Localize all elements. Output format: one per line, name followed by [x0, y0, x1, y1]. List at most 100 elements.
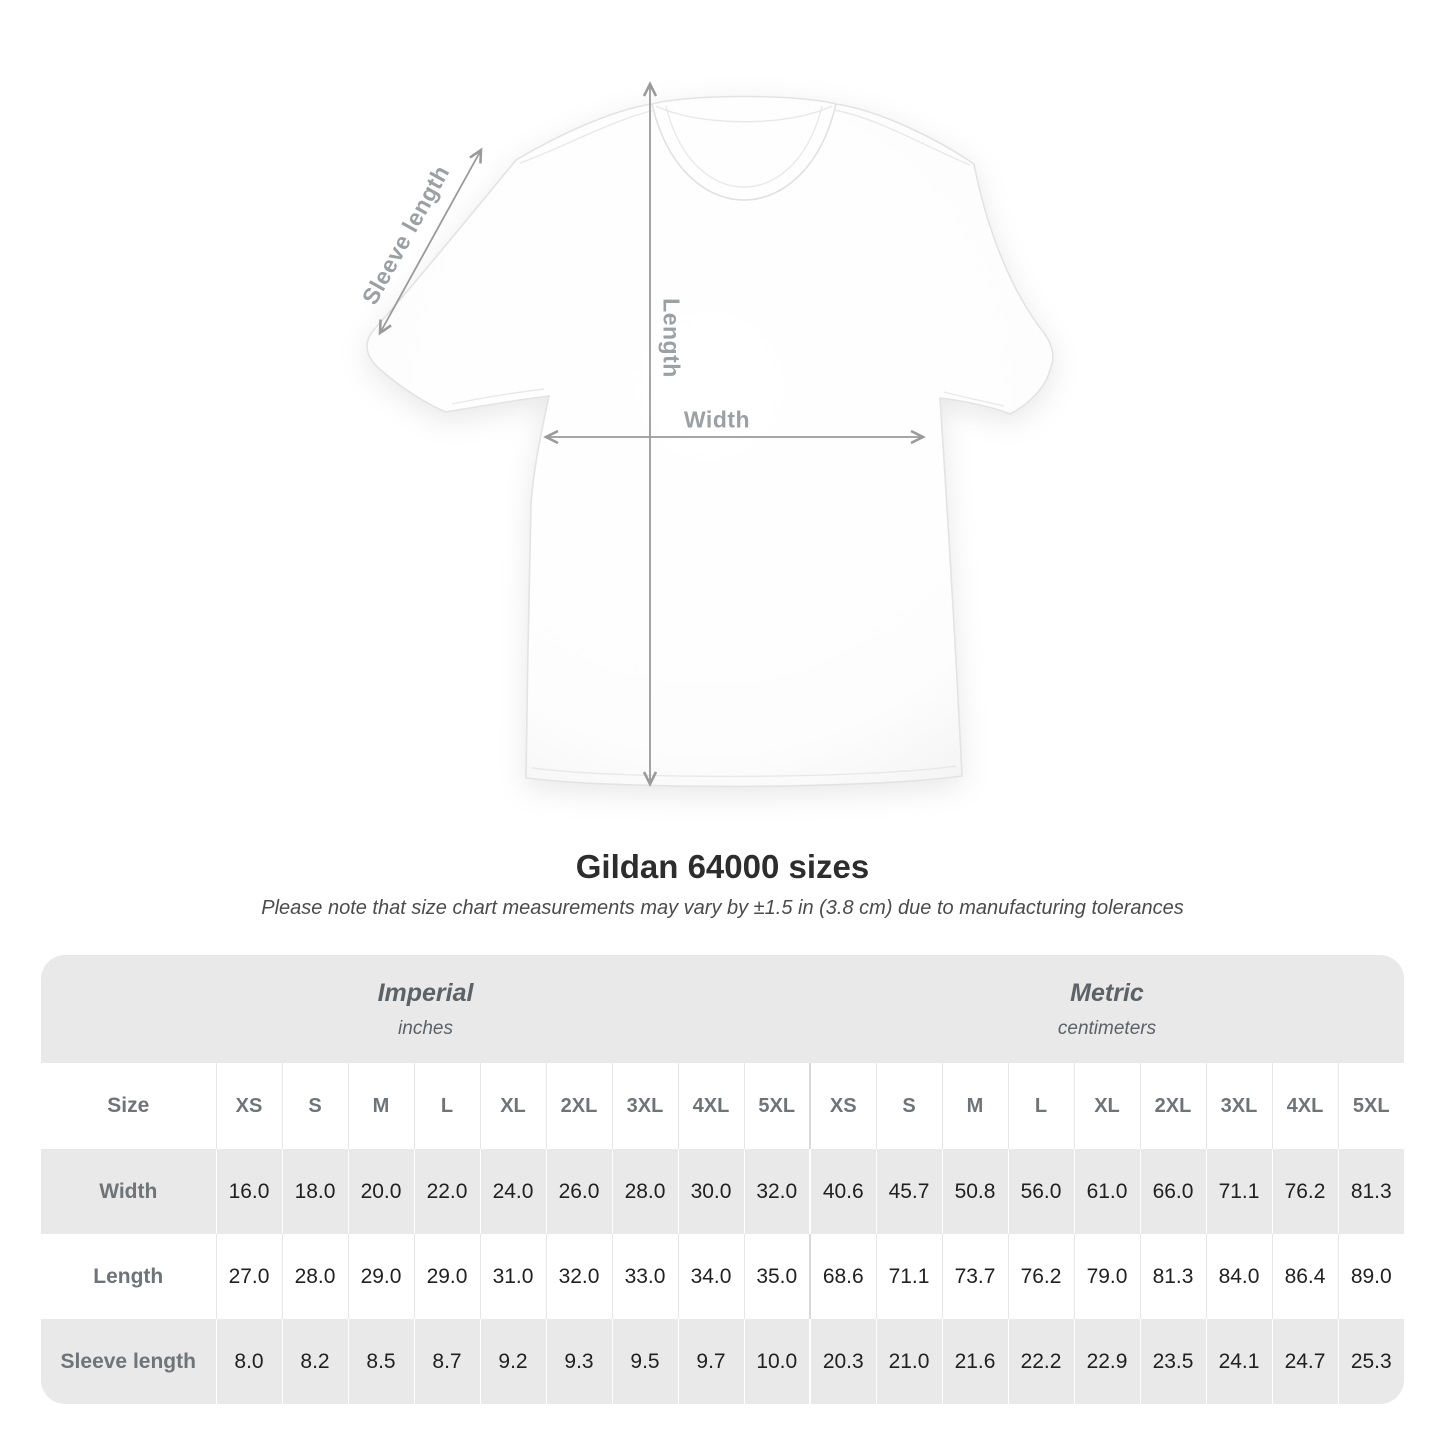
- measurement-value: 71.1: [875, 1234, 942, 1319]
- width-label: Width: [683, 406, 751, 433]
- size-col-header: S: [875, 1063, 942, 1149]
- size-table-container: Imperial inches Metric centimeters Size …: [41, 955, 1404, 1404]
- row-label: Length: [41, 1234, 216, 1319]
- measurement-value: 20.0: [347, 1149, 414, 1234]
- metric-label: Metric: [1070, 978, 1144, 1007]
- measurement-value: 8.2: [281, 1319, 348, 1404]
- collar-outer-seam: [651, 103, 837, 201]
- page-title: Gildan 64000 sizes: [575, 848, 870, 885]
- measurement-value: 8.5: [347, 1319, 414, 1404]
- measurement-value: 84.0: [1205, 1234, 1272, 1319]
- size-col-header: M: [347, 1063, 414, 1149]
- bottom-hem-stitch: [531, 765, 957, 778]
- left-shoulder-seam: [519, 109, 656, 164]
- centimeters-label: centimeters: [1057, 1017, 1157, 1039]
- size-col-header: 2XL: [1139, 1063, 1206, 1149]
- measurement-value: 26.0: [545, 1149, 612, 1234]
- sleeve-length-arrow: [378, 147, 483, 336]
- size-col-header: L: [1007, 1063, 1074, 1149]
- measurement-value: 89.0: [1337, 1234, 1404, 1319]
- size-table: Imperial inches Metric centimeters Size …: [41, 955, 1404, 1404]
- size-header-row: Size XS S M L XL 2XL 3XL 4XL 5XL XS S M L XL 2XL 3XL 4XL…: [41, 1063, 1404, 1149]
- size-col-header: XS: [215, 1063, 282, 1149]
- size-col-header: L: [413, 1063, 480, 1149]
- measurement-value: 8.0: [215, 1319, 282, 1404]
- measurement-value: 21.6: [941, 1319, 1008, 1404]
- metric-section-header: Metric centimeters: [810, 955, 1404, 1063]
- measurement-value: 29.0: [347, 1234, 414, 1319]
- measurement-value: 34.0: [677, 1234, 744, 1319]
- size-table-body: Width 16.0 18.0 20.0 22.0 24.0 26.0 28.0 30.0 32.…: [41, 1149, 1404, 1404]
- measurement-value: 73.7: [941, 1234, 1008, 1319]
- measurement-value: 10.0: [743, 1319, 810, 1404]
- size-col-header: 2XL: [545, 1063, 612, 1149]
- measurement-value: 71.1: [1205, 1149, 1272, 1234]
- collar-inner-seam: [665, 105, 823, 188]
- measurement-value: 32.0: [743, 1149, 810, 1234]
- measurement-value: 9.2: [479, 1319, 546, 1404]
- measurement-value: 27.0: [215, 1234, 282, 1319]
- measurement-value: 76.2: [1271, 1149, 1338, 1234]
- left-sleeve-hem: [451, 388, 545, 405]
- measurement-value: 81.3: [1139, 1234, 1206, 1319]
- measurement-value: 22.0: [413, 1149, 480, 1234]
- size-col-header: XS: [809, 1063, 876, 1149]
- size-col-header: XL: [479, 1063, 546, 1149]
- right-shoulder-seam: [833, 109, 971, 166]
- imperial-section-header: Imperial inches: [41, 955, 810, 1063]
- measurement-value: 24.7: [1271, 1319, 1338, 1404]
- measurement-value: 22.2: [1007, 1319, 1074, 1404]
- measurement-value: 28.0: [281, 1234, 348, 1319]
- size-col-header: 5XL: [743, 1063, 810, 1149]
- size-col-header: M: [941, 1063, 1008, 1149]
- imperial-label: Imperial: [377, 978, 474, 1007]
- measurement-value: 66.0: [1139, 1149, 1206, 1234]
- size-col-header: 4XL: [1271, 1063, 1338, 1149]
- measurement-value: 81.3: [1337, 1149, 1404, 1234]
- tshirt-measurement-diagram: [366, 81, 1054, 788]
- measurement-value: 24.0: [479, 1149, 546, 1234]
- table-row: Length 27.0 28.0 29.0 29.0 31.0 32.0 33.0 34.0 35…: [41, 1234, 1404, 1319]
- size-col-header: 4XL: [677, 1063, 744, 1149]
- measurement-value: 20.3: [809, 1319, 876, 1404]
- inches-label: inches: [398, 1017, 453, 1039]
- measurement-value: 32.0: [545, 1234, 612, 1319]
- measurement-value: 68.6: [809, 1234, 876, 1319]
- measurement-value: 9.3: [545, 1319, 612, 1404]
- measurement-value: 50.8: [941, 1149, 1008, 1234]
- measurement-value: 76.2: [1007, 1234, 1074, 1319]
- tolerance-note: Please note that size chart measurements…: [261, 897, 1184, 919]
- measurement-value: 79.0: [1073, 1234, 1140, 1319]
- measurement-value: 31.0: [479, 1234, 546, 1319]
- measurement-value: 9.5: [611, 1319, 678, 1404]
- table-row: Width 16.0 18.0 20.0 22.0 24.0 26.0 28.0 30.0 32.…: [41, 1149, 1404, 1234]
- size-col-header: 5XL: [1337, 1063, 1404, 1149]
- units-header-row: Imperial inches Metric centimeters: [41, 955, 1404, 1063]
- size-col-header: XL: [1073, 1063, 1140, 1149]
- row-label: Sleeve length: [41, 1319, 216, 1404]
- measurement-value: 86.4: [1271, 1234, 1338, 1319]
- size-col-header: 3XL: [1205, 1063, 1272, 1149]
- size-col-header: 3XL: [611, 1063, 678, 1149]
- tshirt-image: [366, 95, 1054, 788]
- measurement-value: 8.7: [413, 1319, 480, 1404]
- measurement-value: 40.6: [809, 1149, 876, 1234]
- length-label: Length: [658, 298, 685, 378]
- right-sleeve-hem: [943, 391, 1005, 407]
- measurement-value: 23.5: [1139, 1319, 1206, 1404]
- measurement-value: 45.7: [875, 1149, 942, 1234]
- measurement-value: 25.3: [1337, 1319, 1404, 1404]
- measurement-value: 18.0: [281, 1149, 348, 1234]
- table-row: Sleeve length 8.0 8.2 8.5 8.7 9.2 9.3 9.5 9.7 10.…: [41, 1319, 1404, 1404]
- measurement-value: 21.0: [875, 1319, 942, 1404]
- measurement-value: 24.1: [1205, 1319, 1272, 1404]
- back-collar-seam: [655, 105, 833, 123]
- measurement-value: 30.0: [677, 1149, 744, 1234]
- measurement-value: 61.0: [1073, 1149, 1140, 1234]
- measurement-value: 29.0: [413, 1234, 480, 1319]
- measurement-value: 35.0: [743, 1234, 810, 1319]
- measurement-value: 16.0: [215, 1149, 282, 1234]
- size-col-header: S: [281, 1063, 348, 1149]
- size-header-label: Size: [41, 1063, 216, 1149]
